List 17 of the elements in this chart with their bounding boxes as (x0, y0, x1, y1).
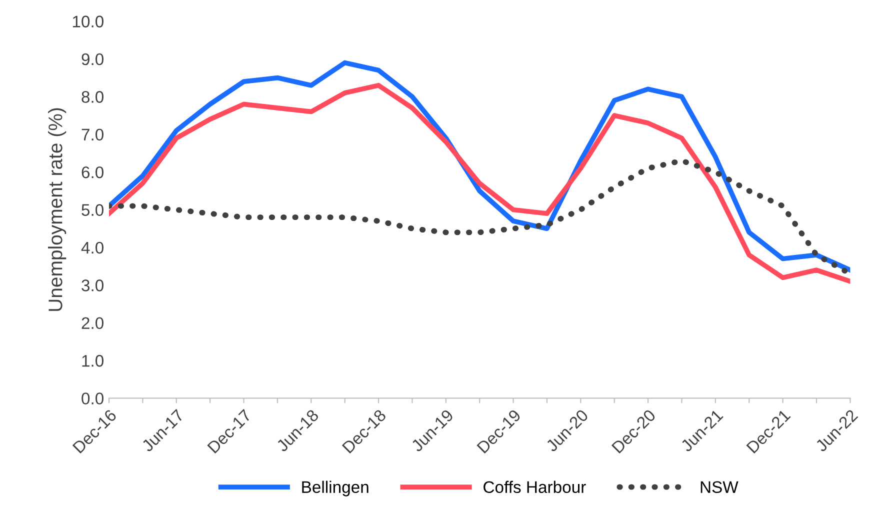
y-tick-label: 5.0 (82, 204, 104, 216)
y-tick-label: 10.0 (72, 16, 104, 28)
y-axis-title: Unemployment rate (%) (48, 108, 66, 311)
y-tick-label: 2.0 (82, 317, 104, 330)
y-tick-label: 3.0 (82, 280, 104, 292)
legend-label: NSW (700, 481, 738, 494)
line-series (109, 82, 850, 284)
y-tick-label: 8.0 (82, 91, 104, 103)
legend-label: Bellingen (302, 480, 368, 496)
y-tick-label: 4.0 (81, 242, 104, 254)
y-tick-label: 1.0 (82, 354, 104, 367)
y-tick-label: 9.0 (82, 53, 104, 66)
y-tick-label: 7.0 (82, 128, 104, 141)
y-tick-label: 6.0 (82, 166, 104, 178)
legend-label: Coffs Harbour (484, 480, 586, 494)
line-series (109, 60, 850, 272)
y-tick-label: 0.0 (82, 392, 104, 404)
